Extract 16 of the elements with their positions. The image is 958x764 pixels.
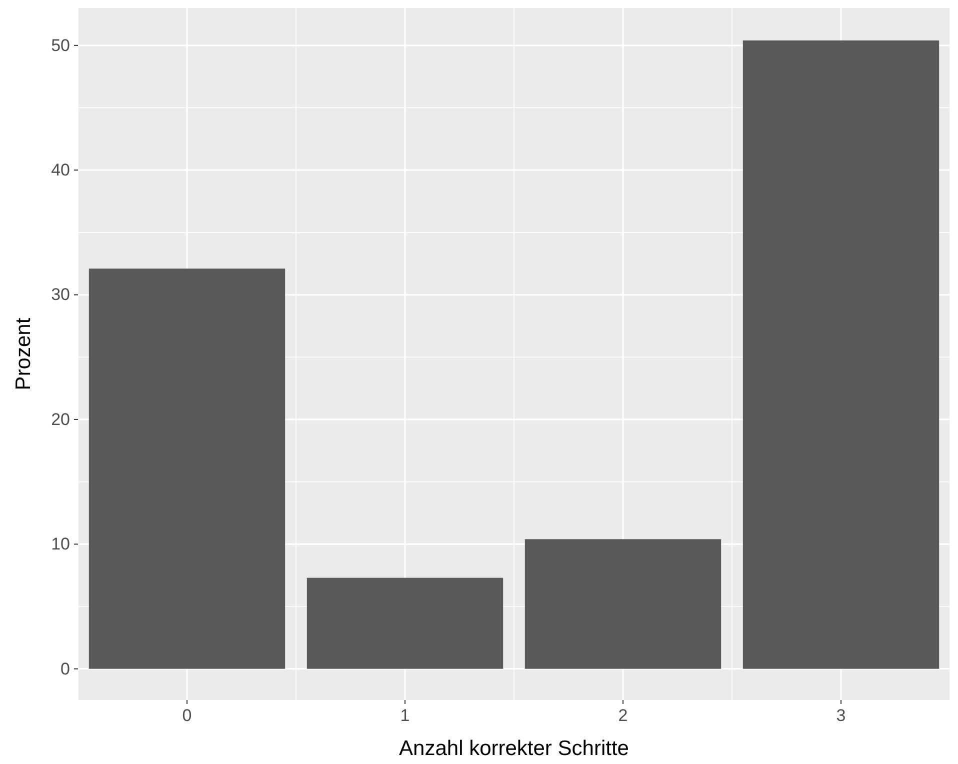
y-tick-label: 40	[51, 160, 70, 180]
y-tick-label: 0	[60, 659, 70, 678]
y-axis-title: Prozent	[12, 318, 35, 390]
x-tick-label: 0	[182, 706, 192, 726]
bar	[742, 40, 940, 669]
y-tick-label: 30	[51, 285, 70, 304]
x-tick-label: 2	[618, 706, 628, 726]
x-axis-title: Anzahl korrekter Schritte	[399, 737, 629, 760]
y-tick-label: 50	[51, 36, 70, 55]
x-tick-label: 1	[400, 706, 410, 726]
y-tick-label: 20	[51, 410, 70, 429]
bar	[306, 578, 504, 669]
bar	[524, 539, 722, 669]
x-tick-label: 3	[836, 706, 846, 726]
bar	[88, 268, 286, 669]
y-tick-label: 10	[51, 534, 70, 554]
